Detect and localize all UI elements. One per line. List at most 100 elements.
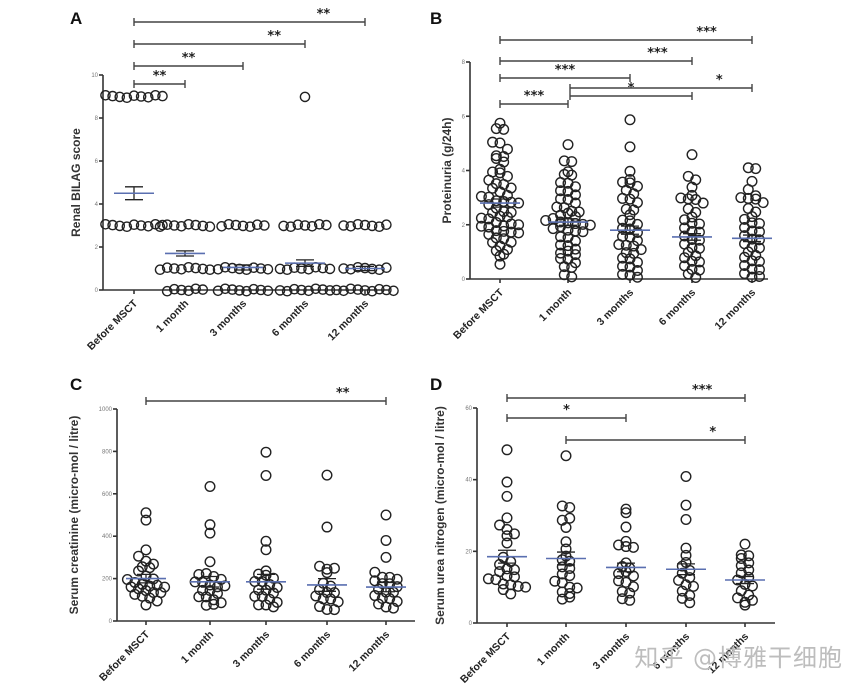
data-point	[624, 165, 636, 177]
data-point	[494, 258, 506, 270]
data-point	[620, 521, 632, 533]
data-point	[750, 190, 762, 202]
data-point	[753, 270, 765, 282]
y-tick-label: 6	[462, 114, 466, 120]
data-point	[310, 590, 322, 602]
data-point	[176, 284, 187, 296]
data-point	[157, 90, 168, 102]
data-point	[321, 219, 332, 231]
x-tick-label: 1 month	[535, 631, 572, 668]
data-point	[693, 256, 705, 268]
y-tick-label: 4	[462, 169, 466, 175]
data-point	[560, 450, 572, 462]
data-point	[564, 588, 576, 600]
data-point	[687, 580, 699, 592]
data-point	[151, 595, 163, 607]
data-point	[494, 163, 506, 175]
data-point	[140, 507, 152, 519]
data-point	[739, 596, 751, 608]
data-point	[501, 476, 513, 488]
data-point	[564, 555, 576, 567]
data-point	[753, 226, 765, 238]
data-point	[494, 210, 506, 222]
data-point	[555, 209, 567, 221]
data-point	[274, 263, 286, 275]
y-axis-label: Proteinuria (g/24h)	[440, 117, 454, 223]
data-point	[680, 470, 692, 482]
data-point	[560, 521, 572, 533]
data-point	[133, 550, 145, 562]
data-point	[555, 247, 567, 259]
data-point	[121, 92, 133, 103]
data-point	[381, 219, 392, 230]
y-tick-label: 8	[95, 116, 99, 122]
data-point	[564, 512, 576, 524]
x-tick-label: 12 months	[326, 298, 372, 344]
data-point	[680, 579, 692, 591]
data-point	[742, 162, 754, 174]
data-point	[161, 285, 173, 297]
data-point	[204, 221, 216, 232]
data-point	[753, 256, 765, 268]
significance-label: ***	[524, 89, 545, 104]
significance-label: **	[317, 7, 331, 22]
data-point	[380, 509, 392, 521]
x-tick-label: 3 months	[595, 287, 637, 329]
data-point	[624, 269, 636, 281]
data-point	[750, 249, 762, 261]
data-point	[746, 580, 758, 592]
data-point	[321, 567, 333, 579]
y-tick-label: 60	[465, 406, 472, 412]
data-point	[562, 139, 574, 151]
data-point	[197, 584, 209, 596]
data-point	[281, 285, 293, 297]
data-point	[211, 587, 223, 599]
data-point	[380, 551, 392, 563]
data-point	[303, 263, 314, 275]
data-point	[566, 156, 578, 168]
data-point	[564, 570, 576, 582]
data-point	[497, 578, 509, 590]
data-point	[617, 260, 629, 272]
data-point	[501, 444, 513, 456]
y-tick-label: 0	[95, 288, 99, 294]
data-point	[161, 262, 173, 274]
data-point	[140, 599, 152, 611]
data-point	[624, 141, 636, 153]
data-point	[617, 214, 629, 226]
panel-b-proteinuria: B Proteinuria (g/24h) 0 2 4 6 8 Before MSCT 1 mo…	[430, 9, 772, 342]
data-point	[555, 177, 567, 189]
data-point	[624, 114, 636, 126]
panel-letter: C	[70, 375, 82, 394]
panel-letter: B	[430, 9, 442, 28]
data-point	[253, 584, 265, 596]
data-point	[212, 285, 224, 297]
data-point	[271, 581, 283, 593]
data-point	[613, 539, 625, 551]
significance-label: *	[563, 403, 570, 418]
data-point	[215, 597, 227, 609]
x-tick-label: 1 month	[537, 287, 574, 324]
data-point	[321, 563, 333, 575]
data-point	[624, 173, 636, 185]
x-tick-label: Before MSCT	[97, 628, 153, 684]
data-point	[260, 599, 272, 611]
data-point	[391, 596, 403, 608]
data-point	[140, 544, 152, 556]
data-point	[223, 218, 235, 230]
data-point	[743, 550, 755, 562]
data-point	[560, 536, 572, 548]
data-point	[255, 284, 267, 296]
data-point	[564, 502, 576, 514]
data-point	[675, 192, 687, 204]
data-point	[631, 235, 643, 247]
data-point	[686, 211, 698, 223]
data-point	[513, 227, 525, 239]
data-point	[197, 220, 209, 232]
data-point	[620, 503, 632, 515]
y-tick-label: 6	[95, 159, 99, 165]
data-point	[617, 192, 629, 204]
data-point	[260, 544, 272, 556]
data-point	[512, 580, 524, 592]
